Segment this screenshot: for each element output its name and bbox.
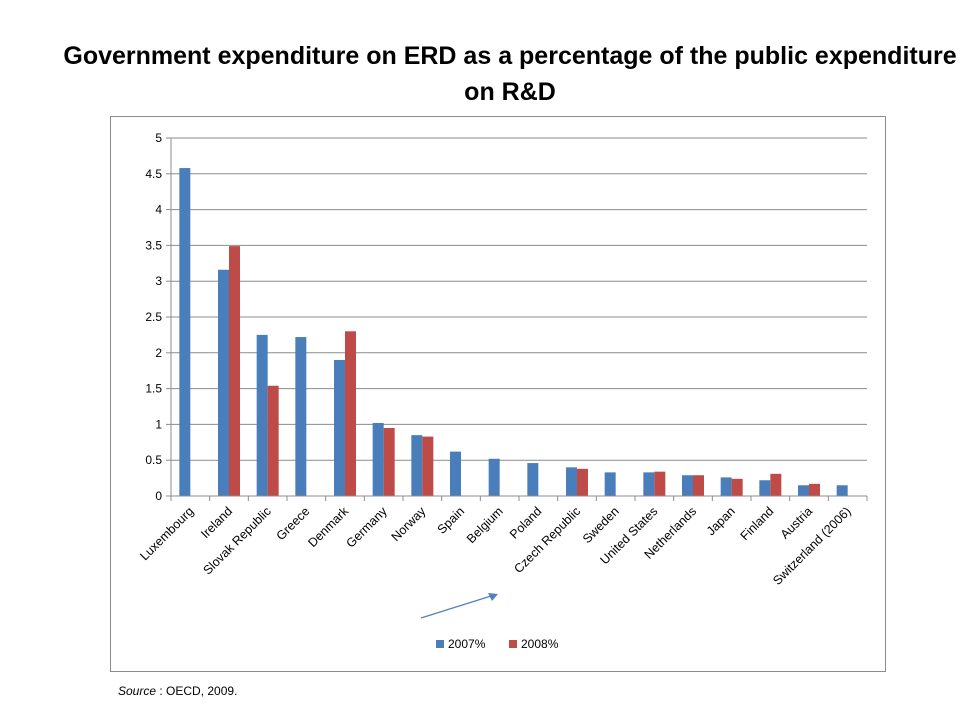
bar-2008-austria <box>809 483 820 496</box>
bar-2007-germany <box>372 422 384 496</box>
x-category-label: Slovak Republic <box>201 504 274 577</box>
bar-2008-slovak-republic <box>267 385 279 496</box>
x-category-label: Luxembourg <box>137 504 196 563</box>
x-category-label: Germany <box>344 504 391 551</box>
bar-2008-united-states <box>654 471 666 496</box>
bar-2007-united-states <box>643 472 655 496</box>
chart-area: 0 0.5 1 1.5 2 2.5 3 3.5 4 4.5 5 Luxembourg Ireland S… <box>110 116 886 672</box>
y-tick-label: 4.5 <box>145 167 162 181</box>
bar-2007-netherlands <box>682 475 693 496</box>
bar-2007-switzerland-2006 <box>836 485 848 496</box>
source-text: : OECD, 2009. <box>156 684 238 698</box>
y-axis-ticks: 0 0.5 1 1.5 2 2.5 3 3.5 4 4.5 5 <box>145 131 171 503</box>
legend-label: 2008% <box>521 637 559 651</box>
bar-2008-norway <box>422 436 434 496</box>
y-tick-label: 4 <box>155 203 162 217</box>
chart-title: Government expenditure on ERD as a perce… <box>63 42 957 106</box>
y-tick-label: 2 <box>155 346 162 360</box>
y-tick-label: 1 <box>155 417 162 431</box>
bar-2008-japan <box>731 478 743 496</box>
bar-2007-spain <box>450 451 461 496</box>
bar-2008-finland <box>770 473 782 496</box>
y-tick-label: 1.5 <box>145 382 162 396</box>
x-category-label: Japan <box>704 504 738 538</box>
legend-swatch <box>436 640 444 648</box>
bar-2007-japan <box>720 477 732 496</box>
bar-2007-poland <box>527 463 539 496</box>
x-category-label: Greece <box>274 504 313 543</box>
bar-2007-slovak-republic <box>256 334 268 496</box>
x-category-label: Czech Republic <box>511 504 583 576</box>
source-label: Source <box>118 684 157 698</box>
x-category-label: Poland <box>507 504 544 541</box>
legend-label: 2007% <box>448 637 486 651</box>
x-category-label: Austria <box>778 504 815 541</box>
x-category-label: Ireland <box>198 504 235 541</box>
x-category-label: Finland <box>738 504 777 543</box>
bar-2008-ireland <box>229 246 240 496</box>
bar-chart: 00.511.522.533.544.55 Luxembourg IrelandS… <box>137 131 868 651</box>
y-tick-label: 3.5 <box>145 238 162 252</box>
bar-2007-czech-republic <box>566 467 577 496</box>
y-tick-label: 3 <box>155 274 162 288</box>
bar-2008-denmark <box>345 331 356 496</box>
arrow-head <box>488 593 498 601</box>
x-category-label: Belgium <box>464 504 506 546</box>
bar-2007-greece <box>295 337 307 496</box>
x-axis <box>170 138 868 501</box>
bar-2007-belgium <box>488 458 500 496</box>
bar-2007-luxembourg <box>179 168 191 496</box>
bar-2007-austria <box>798 485 809 496</box>
y-tick-label: 2.5 <box>145 310 162 324</box>
legend-swatch <box>509 640 517 648</box>
y-tick-label: 0 <box>155 489 162 503</box>
bar-2007-sweden <box>604 472 616 496</box>
y-tick-label: 0.5 <box>145 453 162 467</box>
arrow-shaft <box>420 595 492 619</box>
source-note: Source : OECD, 2009. <box>118 684 237 698</box>
bar-2008-netherlands <box>693 475 704 496</box>
bar-2008-czech-republic <box>577 468 588 496</box>
bars <box>179 168 848 496</box>
annotation-arrow <box>420 593 498 619</box>
bar-2008-germany <box>383 427 395 496</box>
y-tick-label: 5 <box>155 131 162 145</box>
bar-2007-ireland <box>218 269 229 496</box>
legend: 2007% 2008% <box>436 637 559 651</box>
x-category-label: Spain <box>435 504 468 537</box>
gridlines <box>171 137 867 497</box>
bar-2007-finland <box>759 480 771 496</box>
bar-2007-norway <box>411 435 423 496</box>
x-category-label: Norway <box>389 504 429 544</box>
bar-2007-denmark <box>334 359 345 496</box>
